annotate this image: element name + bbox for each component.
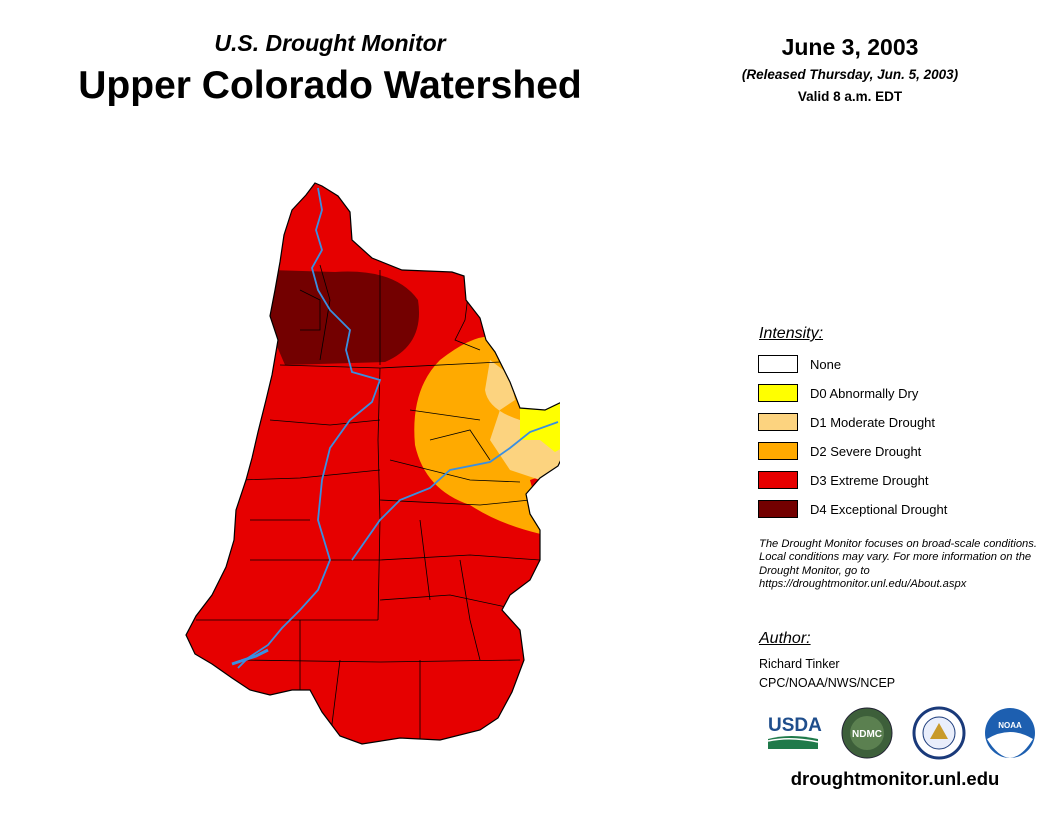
d1-moderate-area (485, 360, 560, 480)
valid-time: Valid 8 a.m. EDT (797, 89, 903, 104)
commerce-logo (912, 706, 966, 760)
legend-item: D1 Moderate Drought (758, 413, 1018, 435)
rivers (231, 187, 559, 669)
legend-swatch (758, 384, 798, 402)
map-date: June 3, 2003 (781, 34, 919, 60)
legend-label: D1 Moderate Drought (810, 415, 936, 430)
legend-item: D4 Exceptional Drought (758, 500, 1018, 522)
lake-powell-line (231, 648, 269, 666)
sub-basin-boundaries (196, 264, 541, 741)
d4-exceptional-area (270, 270, 420, 365)
noaa-text: NOAA (998, 721, 1022, 730)
legend-item: D2 Severe Drought (758, 442, 1018, 464)
legend-label: D2 Severe Drought (810, 444, 922, 459)
legend-label: None (810, 357, 842, 372)
drought-map (185, 182, 560, 745)
legend-item: D3 Extreme Drought (758, 471, 1018, 493)
legend-swatch (758, 355, 798, 373)
ndmc-text: NDMC (852, 729, 882, 740)
website-url: droughtmonitor.unl.edu (790, 768, 1000, 789)
legend-swatch (758, 413, 798, 431)
map-title: Upper Colorado Watershed (78, 64, 582, 107)
legend-label: D4 Exceptional Drought (810, 502, 948, 517)
disclaimer-note: The Drought Monitor focuses on broad-sca… (759, 538, 1037, 591)
legend-swatch (758, 442, 798, 460)
partner-logos: USDA NDMC NOAA (767, 706, 1035, 760)
noaa-logo: NOAA (985, 708, 1035, 758)
colorado-river-line (351, 421, 559, 561)
legend-swatch (758, 471, 798, 489)
author-org: CPC/NOAA/NWS/NCEP (759, 676, 896, 690)
legend-item: None (758, 355, 1018, 377)
watershed-outline (185, 182, 560, 745)
legend-item: D0 Abnormally Dry (758, 384, 1018, 406)
legend-heading: Intensity: (759, 325, 824, 342)
legend-label: D3 Extreme Drought (810, 473, 929, 488)
author-name: Richard Tinker (759, 657, 840, 671)
usda-text: USDA (768, 715, 822, 736)
usda-logo: USDA (767, 715, 822, 749)
green-river-line (237, 187, 382, 669)
ndmc-logo: NDMC (841, 707, 893, 759)
release-date: (Released Thursday, Jun. 5, 2003) (741, 67, 959, 82)
author-heading: Author: (759, 630, 811, 647)
legend-swatch (758, 500, 798, 518)
legend-label: D0 Abnormally Dry (810, 386, 919, 401)
map-subtitle: U.S. Drought Monitor (214, 30, 446, 56)
